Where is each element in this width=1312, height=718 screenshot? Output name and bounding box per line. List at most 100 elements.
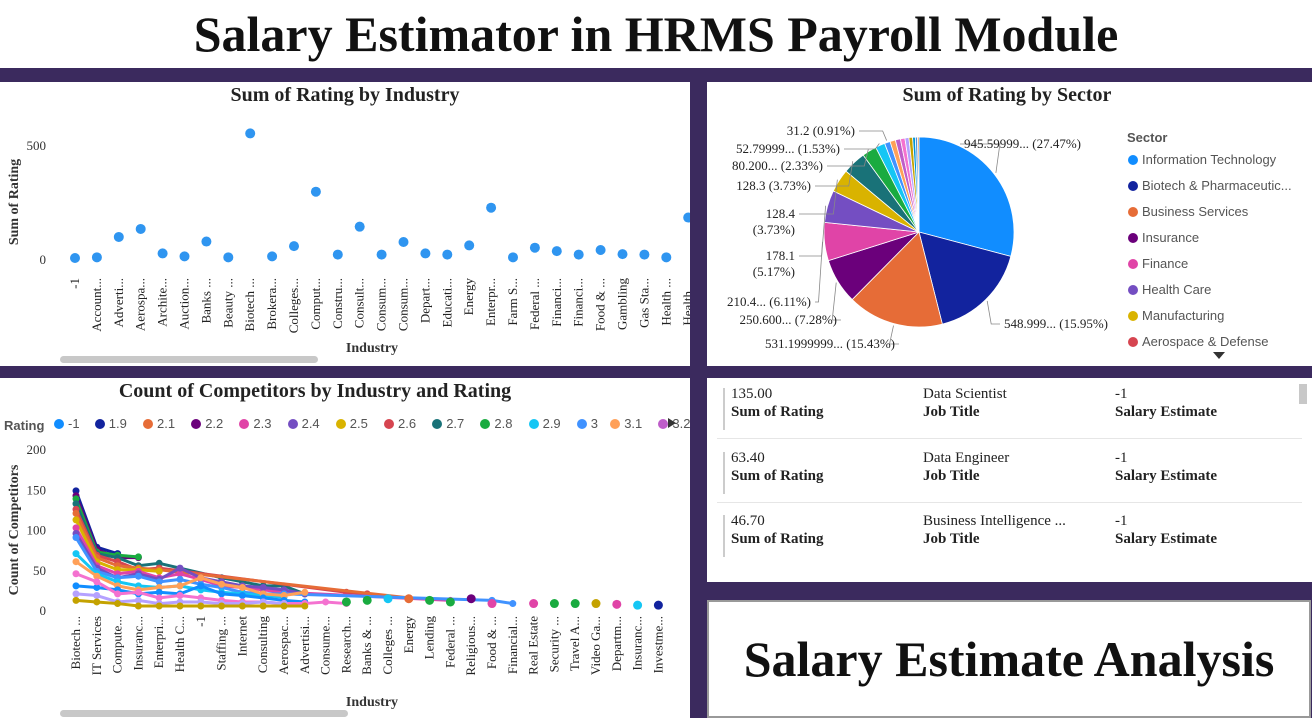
rating-label: Sum of Rating (731, 531, 824, 547)
caret-down-icon[interactable] (1213, 352, 1225, 360)
data-point (310, 186, 321, 197)
legend-item[interactable]: 2.1 (143, 416, 175, 431)
series-point (176, 570, 184, 578)
x-tick-label: Religious... (463, 616, 478, 676)
legend-item[interactable]: Aerospace & Defense (1128, 334, 1268, 349)
vertical-scrollbar[interactable] (1299, 384, 1307, 404)
series-point (176, 602, 184, 610)
legend-label: 2.1 (157, 416, 176, 431)
legend-item[interactable]: 2.6 (384, 416, 416, 431)
legend-item[interactable]: 2.7 (432, 416, 464, 431)
job-card[interactable]: 63.40 Sum of Rating Data Engineer Job Ti… (717, 446, 1302, 503)
legend-item[interactable]: Information Technology (1128, 152, 1276, 167)
legend-item[interactable]: 2.2 (191, 416, 223, 431)
legend-item[interactable]: 2.3 (239, 416, 271, 431)
rating-by-industry-panel[interactable]: Sum of Rating by Industry 500 0 Sum of Rat… (0, 82, 690, 366)
series-point (425, 595, 435, 605)
legend-label: Health Care (1142, 282, 1212, 297)
series-point (72, 590, 80, 598)
x-tick-label: -1 (193, 616, 208, 627)
legend-item[interactable]: Health Care (1128, 282, 1211, 297)
series-point (155, 588, 163, 596)
y-tick-label: 100 (27, 523, 47, 538)
x-tick-label: Aerospa... (133, 278, 148, 331)
series-point (197, 582, 205, 590)
rating-legend-label: Rating (4, 418, 45, 433)
legend-item[interactable]: 2.4 (287, 416, 320, 431)
x-tick-label: Biotech ... (242, 278, 257, 331)
horizontal-scrollbar[interactable] (60, 710, 348, 717)
series-point (280, 602, 288, 610)
legend-item[interactable]: Manufacturing (1128, 308, 1224, 323)
rating-by-sector-panel[interactable]: Sum of Rating by Sector 945.59999... (27… (707, 82, 1312, 366)
rating-by-sector-title: Sum of Rating by Sector (902, 84, 1112, 106)
competitors-panel[interactable]: Count of Competitors by Industry and Rat… (0, 378, 690, 718)
legend-item[interactable]: 3 (576, 416, 598, 431)
pie-slice (918, 231, 1012, 325)
slice-label: 210.4... (6.11%) (727, 294, 811, 309)
legend-item[interactable]: -1 (54, 416, 80, 431)
series-point (466, 594, 476, 604)
data-point (464, 240, 475, 251)
card-accent (723, 515, 725, 557)
x-tick-label: Travel A... (567, 616, 582, 671)
job-cards-panel[interactable]: 135.00 Sum of Rating Data Scientist Job … (707, 378, 1312, 582)
legend-item[interactable]: 1.9 (94, 416, 127, 431)
legend-item[interactable]: 3.2 (658, 416, 690, 431)
legend-label: 3.1 (624, 416, 643, 431)
legend-item[interactable]: 2.5 (335, 416, 368, 431)
x-tick-label: Consulting (255, 616, 270, 674)
slice-label: 548.999... (15.95%) (1004, 316, 1108, 331)
page-header: Salary Estimator in HRMS Payroll Module (0, 0, 1312, 68)
legend-item[interactable]: Insurance (1128, 230, 1199, 245)
rating-by-sector-chart: 945.59999... (27.47%) 548.999... (15.95%)… (727, 123, 1108, 351)
legend-label: 2.2 (205, 416, 224, 431)
x-tick-label: Health ... (658, 278, 673, 326)
pie-slice (851, 231, 943, 328)
x-tick-label: Federal ... (527, 278, 542, 330)
data-point (289, 241, 299, 252)
series-point (176, 575, 184, 583)
legend-item[interactable]: Finance (1128, 256, 1188, 271)
series-point (72, 516, 80, 524)
x-tick-label: Colleges... (286, 278, 301, 333)
series-point (612, 599, 622, 609)
legend-item[interactable]: 2.8 (480, 416, 512, 431)
legend-dot (528, 418, 539, 429)
legend-dot (1128, 206, 1138, 217)
job-card[interactable]: 135.00 Sum of Rating Data Scientist Job … (717, 382, 1302, 439)
series-point (549, 599, 559, 609)
horizontal-scrollbar[interactable] (60, 356, 318, 363)
salary-value: -1 (1115, 513, 1128, 529)
data-point (639, 249, 650, 260)
legend-label: 2.7 (446, 416, 465, 431)
job-card[interactable]: 46.70 Sum of Rating Business Intelligenc… (717, 509, 1302, 565)
salary-label: Salary Estimate (1115, 404, 1218, 420)
data-point (70, 253, 80, 263)
data-point (223, 252, 234, 263)
legend-dot (610, 418, 621, 429)
job-title-label: Job Title (923, 404, 980, 420)
legend-label: 1.9 (108, 416, 127, 431)
data-point (179, 251, 190, 262)
x-tick-label: Advertisi... (297, 616, 312, 674)
legend-label: Information Technology (1142, 152, 1277, 167)
legend-item[interactable]: Business Services (1128, 204, 1248, 219)
legend-item[interactable]: Biotech & Pharmaceutic... (1128, 178, 1292, 193)
data-point (113, 231, 124, 242)
legend-item[interactable]: 2.9 (528, 416, 561, 431)
series-point (280, 592, 288, 600)
series-point (134, 602, 142, 610)
caret-right-icon[interactable] (668, 418, 676, 428)
rating-value: 46.70 (731, 513, 765, 529)
job-title-value: Data Engineer (923, 450, 1010, 466)
leader-line (799, 179, 838, 215)
series-point (155, 583, 163, 591)
x-tick-label: Gambling (615, 278, 630, 330)
legend-label: 2.5 (349, 416, 368, 431)
legend-item[interactable]: 3.1 (610, 416, 642, 431)
legend-dot (480, 418, 491, 429)
salary-value: -1 (1115, 386, 1128, 402)
series-point (633, 600, 643, 610)
x-tick-label: Biotech ... (68, 616, 83, 669)
